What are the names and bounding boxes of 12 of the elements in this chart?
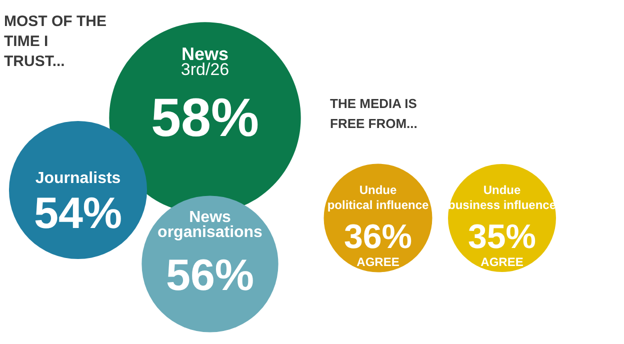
data-label: 54% — [34, 189, 122, 238]
text: MOST OF THE TIME I TRUST... — [4, 13, 106, 70]
data-label: 58% — [150, 88, 260, 148]
data-label: 35% — [468, 218, 536, 256]
text: AGREE — [480, 255, 524, 269]
category-label: News organisations — [158, 209, 263, 241]
data-label: 36% — [344, 218, 412, 256]
text: AGREE — [356, 255, 400, 269]
category-label: Undue political influence — [327, 183, 429, 212]
text: THE MEDIA IS FREE FROM... — [330, 96, 418, 131]
data-label: 56% — [166, 251, 254, 300]
category-label: Journalists — [35, 170, 121, 187]
